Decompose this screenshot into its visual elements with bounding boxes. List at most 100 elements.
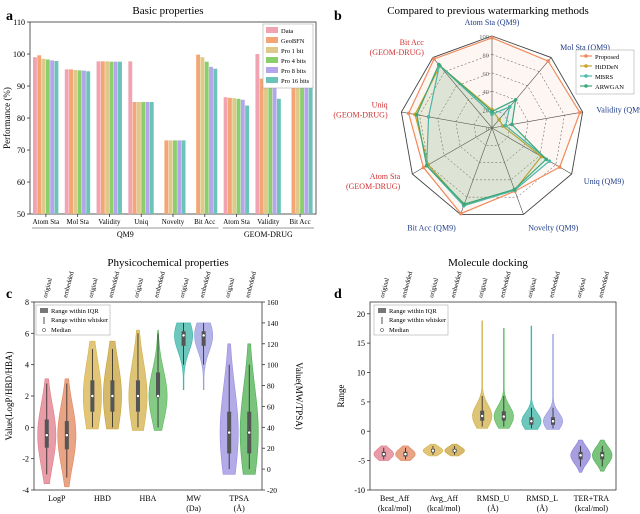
x-tick-label: RMSD_U <box>477 494 510 503</box>
variant-label: original <box>42 277 54 299</box>
bar <box>177 140 182 214</box>
bar <box>141 102 146 214</box>
y-tick-label: 80 <box>17 114 25 123</box>
bar <box>50 60 55 215</box>
panel-a-bar-chart: 50 60 70 80 90 100 110 Performance (%) Atom Sta M… <box>2 18 317 239</box>
radar-axis-label: Novelty (QM9) <box>528 224 578 233</box>
bar <box>173 140 177 214</box>
bar <box>200 57 205 215</box>
bar <box>73 70 78 214</box>
radar-point <box>490 109 494 114</box>
radar-point <box>426 115 431 119</box>
x-tick-label: Bit Acc <box>194 218 215 226</box>
y-tick-label-right: 20 <box>267 444 275 453</box>
violin-body <box>542 334 564 430</box>
bar <box>105 61 110 214</box>
radar-tick-label: 80 <box>483 52 490 59</box>
legend-label: Pro 1 bit <box>281 48 304 55</box>
radar-point <box>546 59 550 63</box>
violin-median <box>90 394 95 398</box>
violin-median <box>201 333 206 338</box>
x-tick-unit: (kcal/mol) <box>427 504 461 513</box>
legend-swatch <box>266 77 278 83</box>
variant-label: embedded <box>499 270 513 298</box>
y-tick-label: 10 <box>357 369 365 378</box>
y-axis-label: Performance (%) <box>2 87 12 149</box>
bar <box>291 54 296 214</box>
variant-label: embedded <box>597 270 611 298</box>
panel-d-title: Molecule docking <box>448 257 528 269</box>
variant-label: embedded <box>108 270 122 298</box>
legend-label: Pro 16 bits <box>281 78 310 85</box>
bar <box>304 68 309 215</box>
panel-a-title: Basic properties <box>132 5 203 17</box>
radar-tick-label: 0 <box>486 126 489 133</box>
x-tick-label: Validity <box>257 218 280 226</box>
bar <box>77 70 82 214</box>
radar-point <box>497 117 501 122</box>
legend-box <box>35 304 111 336</box>
violin-median <box>181 333 186 338</box>
bar <box>196 54 201 214</box>
radar-point <box>421 165 426 170</box>
variant-label: original <box>179 277 191 299</box>
violin-median <box>452 448 457 453</box>
x-tick-label: TPSA <box>229 494 249 503</box>
x-tick-unit: (Å) <box>487 504 498 513</box>
y-tick-label-right: 140 <box>267 319 279 328</box>
radar-axis-label: Validity (QM9) <box>596 106 640 115</box>
legend-label: Pro 8 bits <box>281 68 306 75</box>
x-tick-label: Best_Aff <box>380 494 410 503</box>
bar <box>227 97 232 214</box>
violin-iqr-box <box>156 372 161 396</box>
bar <box>168 140 173 214</box>
radar-spoke <box>460 127 493 215</box>
radar-point <box>459 211 463 216</box>
violin-median <box>551 419 555 424</box>
radar-tick-label: 20 <box>483 108 490 115</box>
legend-swatch <box>266 67 278 73</box>
bar <box>276 98 281 214</box>
panel-b-radar-chart: 0 20 40 60 80 100 Atom Sta (QM9) Mol Sta (QM9) V… <box>333 18 640 233</box>
y-tick-label: 15 <box>357 339 365 348</box>
violin-body <box>493 328 514 429</box>
y-tick-label-left: 4 <box>25 361 29 370</box>
radar-ring <box>419 54 565 198</box>
y-tick-label: 110 <box>13 18 25 27</box>
x-tick-label: LogP <box>48 494 66 503</box>
legend-swatch <box>266 37 278 43</box>
bar <box>272 82 277 214</box>
radar-ring <box>473 109 511 146</box>
panel-b-title: Compared to previous watermarking method… <box>387 5 589 17</box>
legend-label: Data <box>281 28 293 35</box>
radar-axis-label: Uniq <box>372 101 388 110</box>
panel-a-letter: a <box>6 9 13 24</box>
variant-label: original <box>379 277 391 299</box>
y-tick-label-right: -20 <box>267 486 277 495</box>
y-tick-label: 90 <box>17 82 25 91</box>
group-label: GEOM-DRUG <box>244 230 293 239</box>
legend-swatch <box>266 57 278 63</box>
radar-axis-label: Bit Acc (QM9) <box>407 224 456 233</box>
radar-point <box>415 112 419 117</box>
violin-median <box>44 433 49 438</box>
y-axis-label-right: Value(MW/TPSA) <box>294 362 304 430</box>
y-tick-label: -10 <box>354 486 365 495</box>
y-tick-label-left: 8 <box>25 298 29 307</box>
radar-axis-label: Atom Sta (QM9) <box>465 18 520 27</box>
y-tick-label-right: 80 <box>267 382 275 391</box>
bar <box>240 99 245 214</box>
bar <box>232 98 237 214</box>
panel-b-letter: b <box>334 9 342 24</box>
radar-spoke <box>491 127 524 215</box>
bar <box>64 69 69 214</box>
x-tick-unit: (Da) <box>186 504 201 513</box>
legend-marker <box>584 64 588 68</box>
radar-series <box>416 63 548 205</box>
x-tick-label: MW <box>186 494 201 503</box>
radar-axis-label: (GEOM-DRUG) <box>346 182 401 191</box>
legend-label: Range within whisker <box>51 317 109 324</box>
radar-point <box>507 105 512 109</box>
panel-d-letter: d <box>334 287 342 302</box>
bar <box>255 54 260 214</box>
